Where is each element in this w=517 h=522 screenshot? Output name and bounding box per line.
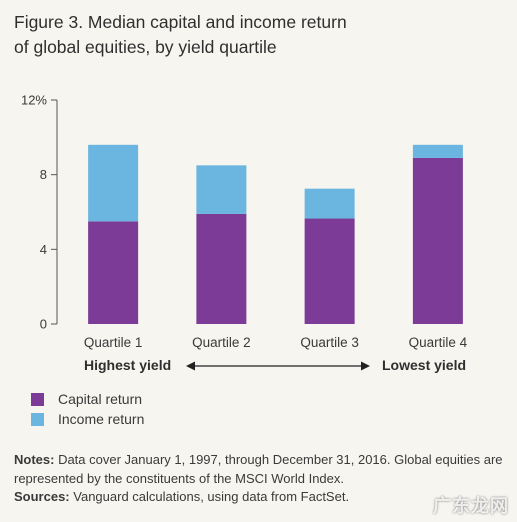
bar-capital-return (88, 221, 139, 324)
y-tick-label: 8 (40, 167, 47, 182)
figure-title-line-2: of global equities, by yield quartile (14, 37, 277, 57)
legend-item-income-return: Income return (31, 411, 145, 427)
x-category-label: Quartile 2 (192, 335, 251, 350)
sources-paragraph: Sources: Vanguard calculations, using da… (14, 488, 504, 507)
y-tick-label: 4 (40, 242, 47, 257)
sources-text: Vanguard calculations, using data from F… (69, 489, 350, 504)
arrow-head-left-icon (186, 361, 195, 371)
legend-swatch-capital-return (31, 393, 44, 406)
notes-block: Notes: Data cover January 1, 1997, throu… (14, 451, 504, 507)
bar-income-return (88, 144, 139, 222)
bar-income-return (304, 188, 355, 219)
bar-capital-return (196, 213, 247, 324)
notes-paragraph: Notes: Data cover January 1, 1997, throu… (14, 451, 504, 488)
x-category-label: Quartile 1 (84, 335, 143, 350)
y-tick-label: 12% (21, 93, 47, 108)
watermark: 广东龙网 (433, 496, 509, 516)
figure-title: Figure 3. Median capital and income retu… (14, 10, 504, 60)
legend-label-income-return: Income return (58, 411, 145, 427)
notes-label: Notes: (14, 452, 55, 467)
notes-text: Data cover January 1, 1997, through Dece… (14, 452, 503, 486)
x-category-label: Quartile 3 (300, 335, 359, 350)
legend-item-capital-return: Capital return (31, 391, 143, 407)
x-category-label: Quartile 4 (409, 335, 468, 350)
bar-income-return (412, 144, 463, 158)
bar-capital-return (412, 157, 463, 324)
figure-title-line-1: Figure 3. Median capital and income retu… (14, 12, 347, 32)
legend-label-capital-return: Capital return (58, 391, 143, 407)
lowest-yield-label: Lowest yield (382, 357, 467, 373)
sources-label: Sources: (14, 489, 70, 504)
highest-yield-label: Highest yield (84, 357, 172, 373)
bar-income-return (196, 165, 247, 214)
arrow-head-right-icon (361, 361, 370, 371)
bar-capital-return (304, 218, 355, 324)
y-tick-label: 0 (40, 317, 47, 332)
legend-swatch-income-return (31, 413, 44, 426)
